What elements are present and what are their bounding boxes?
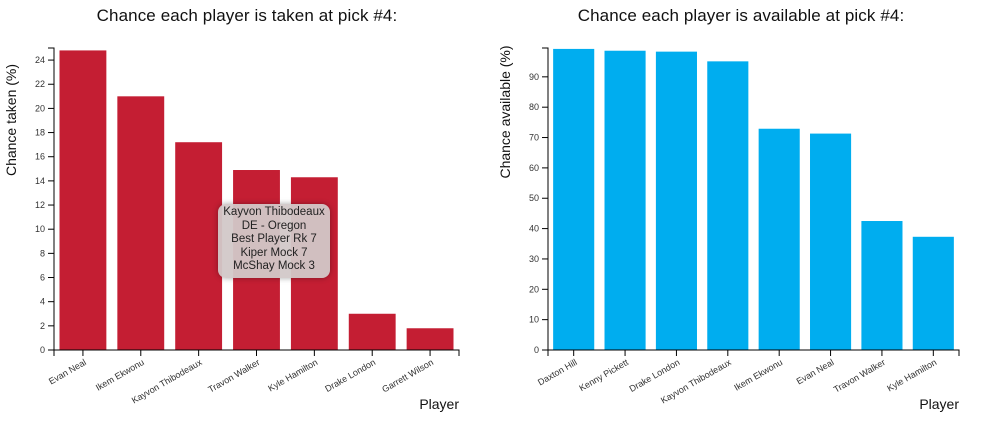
x-tick-label: Garrett Wilson xyxy=(380,357,435,394)
x-axis-title: Player xyxy=(919,396,959,412)
y-tick-label: 70 xyxy=(529,133,539,143)
y-tick-label: 40 xyxy=(529,224,539,234)
tooltip-line-name: Kayvon Thibodeaux xyxy=(223,206,325,218)
bar-kayvon-thibodeaux[interactable] xyxy=(707,61,749,350)
y-tick-label: 4 xyxy=(40,297,45,307)
chart-available-panel: Chance each player is available at pick … xyxy=(494,0,988,431)
y-tick-label: 6 xyxy=(40,273,45,283)
bar-drake-london[interactable] xyxy=(655,51,697,350)
x-tick-label: Travon Walker xyxy=(206,357,261,395)
bar-daxton-hill[interactable] xyxy=(553,48,595,350)
x-tick-label: Evan Neal xyxy=(795,357,836,386)
bar-kayvon-thibodeaux[interactable] xyxy=(175,142,223,350)
tooltip-line-mcshay: McShay Mock 3 xyxy=(233,260,315,272)
bar-ikem-ekwonu[interactable] xyxy=(758,128,800,350)
y-tick-label: 60 xyxy=(529,163,539,173)
y-tick-label: 8 xyxy=(40,248,45,258)
y-tick-label: 50 xyxy=(529,193,539,203)
x-tick-label: Drake London xyxy=(323,357,377,394)
y-tick-label: 30 xyxy=(529,254,539,264)
bar-travon-walker[interactable] xyxy=(861,221,903,350)
y-tick-label: 20 xyxy=(35,103,45,113)
bar-garrett-wilson[interactable] xyxy=(406,328,454,350)
x-tick-label: Travon Walker xyxy=(832,357,887,395)
y-tick-label: 16 xyxy=(35,152,45,162)
chart-taken-title: Chance each player is taken at pick #4: xyxy=(96,6,398,25)
player-tooltip: Kayvon Thibodeaux DE - Oregon Best Playe… xyxy=(218,204,330,278)
bar-kyle-hamilton[interactable] xyxy=(912,236,954,350)
tooltip-line-position: DE - Oregon xyxy=(241,219,307,232)
x-tick-label: Kyle Hamilton xyxy=(266,357,319,393)
y-tick-label: 10 xyxy=(529,315,539,325)
x-tick-label: Daxton Hill xyxy=(536,357,579,387)
tooltip-line-kiper: Kiper Mock 7 xyxy=(240,246,308,259)
x-tick-label: Kyle Hamilton xyxy=(885,357,938,393)
y-tick-label: 0 xyxy=(40,345,45,355)
bar-drake-london[interactable] xyxy=(348,313,396,350)
y-axis-line xyxy=(48,47,55,351)
x-axis-line xyxy=(547,349,960,356)
y-axis-title: Chance taken (%) xyxy=(3,64,19,176)
y-tick-label: 22 xyxy=(35,79,45,89)
chart-taken-panel: Chance each player is taken at pick #4: … xyxy=(3,6,460,412)
y-axis-line xyxy=(542,47,549,351)
y-tick-label: 18 xyxy=(35,128,45,138)
x-tick-label: Ikem Ekwonu xyxy=(732,357,784,393)
y-tick-label: 14 xyxy=(35,176,45,186)
y-tick-label: 90 xyxy=(529,72,539,82)
y-tick-label: 10 xyxy=(35,224,45,234)
bar-evan-neal[interactable] xyxy=(810,133,852,350)
x-tick-label: Kenny Pickett xyxy=(577,357,630,393)
y-tick-label: 0 xyxy=(534,345,539,355)
x-axis-title: Player xyxy=(419,396,459,412)
tooltip-line-rank: Best Player Rk 7 xyxy=(231,233,317,245)
bar-ikem-ekwonu[interactable] xyxy=(117,96,165,350)
y-tick-label: 24 xyxy=(35,55,45,65)
y-tick-label: 12 xyxy=(35,200,45,210)
y-tick-label: 80 xyxy=(529,102,539,112)
x-tick-label: Ikem Ekwonu xyxy=(94,357,146,393)
x-tick-label: Evan Neal xyxy=(47,357,88,386)
y-tick-label: 2 xyxy=(40,321,45,331)
bar-evan-neal[interactable] xyxy=(59,50,107,351)
bar-kenny-pickett[interactable] xyxy=(604,50,646,350)
y-tick-label: 20 xyxy=(529,284,539,294)
y-axis-title: Chance available (%) xyxy=(497,45,513,178)
chart-available-title: Chance each player is available at pick … xyxy=(577,6,905,25)
